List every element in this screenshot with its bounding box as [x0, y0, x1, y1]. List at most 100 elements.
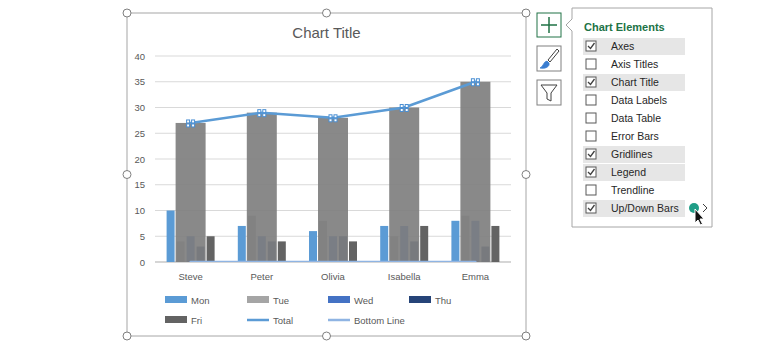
bar: [451, 221, 459, 262]
bar: [380, 226, 388, 262]
checkbox[interactable]: [586, 41, 596, 51]
checkbox[interactable]: [586, 185, 596, 195]
bar: [167, 211, 175, 263]
selection-handle: [263, 114, 266, 117]
panel-item-label: Up/Down Bars: [611, 202, 679, 214]
row-highlight: [583, 146, 685, 163]
row-highlight: [583, 38, 685, 55]
checkbox[interactable]: [586, 131, 596, 141]
button-frame: [537, 46, 561, 71]
x-axis-line: [155, 262, 511, 263]
up-down-bar: [247, 113, 277, 262]
panel-item-label: Chart Title: [611, 76, 659, 88]
check-mark: [588, 169, 595, 175]
panel-item-label: Error Bars: [611, 130, 659, 142]
legend-swatch: [409, 296, 431, 303]
resize-handle: [522, 332, 530, 340]
grid-line: [155, 81, 511, 82]
checkbox[interactable]: [586, 203, 596, 213]
plus-icon: [541, 17, 557, 33]
chart-styles-button[interactable]: [537, 46, 561, 71]
y-tick-label: 0: [140, 257, 145, 268]
selection-handle: [192, 124, 195, 127]
line: [191, 261, 476, 262]
panel-item[interactable]: Axis Titles: [586, 58, 658, 70]
panel-item-label: Data Table: [611, 112, 661, 124]
panel-item[interactable]: Data Table: [586, 112, 661, 124]
resize-handle: [522, 171, 530, 179]
bar: [420, 226, 428, 262]
panel-item[interactable]: Chart Title: [583, 74, 685, 91]
page: Chart Title0510152025303540StevePeterOli…: [0, 0, 768, 346]
panel-item[interactable]: Axes: [583, 38, 685, 55]
legend-label: Thu: [435, 295, 451, 306]
up-down-bar: [460, 82, 490, 262]
y-tick-label: 15: [134, 179, 145, 190]
y-tick-label: 5: [140, 231, 145, 242]
legend-swatch: [328, 296, 350, 303]
panel-item[interactable]: Legend: [583, 164, 685, 181]
selection-handle: [405, 105, 408, 108]
row-highlight: [583, 74, 685, 91]
selection-handle: [329, 119, 332, 122]
panel-item[interactable]: Trendline: [586, 184, 655, 196]
row-highlight: [583, 200, 685, 217]
checkbox[interactable]: [586, 149, 596, 159]
selection-handle: [258, 110, 261, 113]
brush-icon: [548, 49, 559, 62]
selection-handle: [187, 124, 190, 127]
legend-label: Tue: [273, 295, 289, 306]
legend-label: Total: [273, 315, 293, 326]
checkbox[interactable]: [586, 59, 596, 69]
panel-item[interactable]: Data Labels: [586, 94, 667, 106]
selection-handle: [476, 83, 479, 86]
selection-handle: [405, 109, 408, 112]
button-frame: [537, 13, 561, 37]
panel-title: Chart Elements: [584, 21, 665, 33]
selection-handle: [334, 119, 337, 122]
checkbox[interactable]: [586, 113, 596, 123]
chart-elements-button[interactable]: [537, 13, 561, 37]
selection-handle: [476, 79, 479, 82]
panel-item[interactable]: Gridlines: [583, 146, 685, 163]
legend-swatch: [247, 319, 269, 322]
selection-handle: [400, 105, 403, 108]
bar: [278, 241, 286, 262]
up-down-bar: [318, 118, 348, 262]
up-down-bar: [176, 123, 206, 262]
y-tick-label: 30: [134, 102, 145, 113]
selection-handle: [471, 83, 474, 86]
legend-swatch: [165, 296, 187, 303]
check-mark: [588, 79, 595, 85]
checkbox[interactable]: [586, 95, 596, 105]
check-mark: [588, 43, 595, 49]
panel-item[interactable]: Error Bars: [586, 130, 659, 142]
panel-frame: [566, 8, 712, 227]
x-tick-label: Isabella: [388, 271, 421, 282]
legend-swatch: [328, 319, 350, 322]
legend-label: Fri: [191, 315, 202, 326]
panel-item-label: Gridlines: [611, 148, 652, 160]
plot-marks: [167, 82, 500, 262]
selection-handle: [258, 114, 261, 117]
chart-filters-button[interactable]: [537, 80, 561, 105]
panel-item-label: Axes: [611, 40, 634, 52]
x-tick-label: Olivia: [321, 271, 345, 282]
y-tick-label: 10: [134, 205, 145, 216]
checkbox[interactable]: [586, 77, 596, 87]
resize-handle: [123, 171, 131, 179]
grid-line: [155, 262, 511, 263]
check-mark: [588, 151, 595, 157]
legend-swatch: [247, 296, 269, 303]
chart-title: Chart Title: [292, 24, 360, 41]
submenu-arrow[interactable]: [703, 204, 707, 212]
grid-line: [155, 56, 511, 57]
bar: [349, 241, 357, 262]
chart-elements-panel: Chart Elements Axes Axis Titles Chart Title…: [566, 8, 712, 227]
y-tick-label: 25: [134, 128, 145, 139]
x-tick-label: Emma: [462, 271, 490, 282]
checkbox[interactable]: [586, 167, 596, 177]
panel-item[interactable]: Up/Down Bars: [583, 200, 685, 217]
y-tick-label: 20: [134, 154, 145, 165]
line: [191, 82, 476, 123]
